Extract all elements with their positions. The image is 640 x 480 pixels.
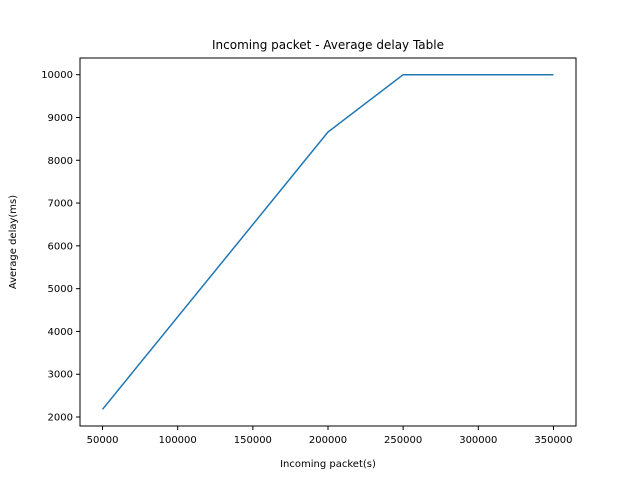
y-tick-label: 6000 [48, 241, 73, 252]
x-axis-ticks: 50000 100000 150000 200000 250000 300000 35000… [87, 426, 573, 446]
x-tick-label: 150000 [234, 435, 272, 446]
x-tick-label: 100000 [159, 435, 197, 446]
series-line [101, 73, 554, 410]
y-tick-label: 9000 [48, 113, 73, 124]
x-tick-label: 300000 [459, 435, 497, 446]
plot-area [80, 58, 576, 426]
y-tick-label: 10000 [41, 70, 73, 81]
y-tick-label: 8000 [48, 156, 73, 167]
y-axis-ticks: 2000 3000 4000 5000 6000 7000 8000 9000 10000 [41, 70, 80, 424]
y-tick-label: 7000 [48, 199, 73, 210]
series-group [101, 73, 554, 410]
y-tick-label: 4000 [48, 327, 73, 338]
y-tick-label: 2000 [48, 413, 73, 424]
chart-title: Incoming packet - Average delay Table [212, 38, 444, 52]
x-tick-label: 350000 [534, 435, 572, 446]
x-tick-label: 200000 [309, 435, 347, 446]
y-axis-label: Average delay(ms) [8, 195, 19, 289]
y-tick-label: 3000 [48, 370, 73, 381]
plot-frame [79, 57, 577, 427]
x-tick-label: 250000 [384, 435, 422, 446]
x-axis-label: Incoming packet(s) [280, 459, 376, 470]
x-tick-label: 50000 [87, 435, 119, 446]
y-tick-label: 5000 [48, 284, 73, 295]
